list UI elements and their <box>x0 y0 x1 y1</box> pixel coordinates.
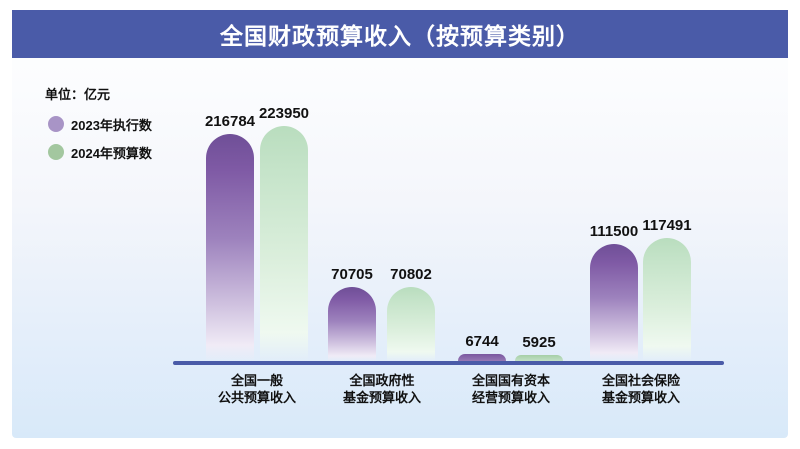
bar-group2-2023: 70705 <box>328 266 376 361</box>
bar-value-label: 70705 <box>331 266 373 283</box>
legend-dot-2023-icon <box>48 116 64 132</box>
legend-item-2023: 2023年执行数 <box>48 110 152 138</box>
bar-2024-state-capital <box>515 355 563 361</box>
category-label-line: 全国国有资本 <box>471 373 551 388</box>
bar-2024-general-budget <box>260 126 308 361</box>
chart-card: 全国财政预算收入（按预算类别） <box>12 10 788 438</box>
bar-group4-2023: 111500 <box>590 223 638 361</box>
category-label-government-funds: 全国政府性 基金预算收入 <box>343 372 421 406</box>
bar-2023-general-budget <box>206 134 254 361</box>
bar-group3-2023: 6744 <box>458 333 506 361</box>
legend-dot-2024-icon <box>48 144 64 160</box>
bar-2024-government-funds <box>387 287 435 361</box>
chart-legend: 2023年执行数 2024年预算数 <box>48 110 152 166</box>
legend-label-2024: 2024年预算数 <box>71 145 152 161</box>
title-banner: 全国财政预算收入（按预算类别） <box>12 10 788 58</box>
bar-value-label: 223950 <box>258 105 310 122</box>
unit-label: 单位：亿元 <box>45 87 111 102</box>
x-axis-line <box>173 361 724 365</box>
bar-group1-2024: 223950 <box>258 105 310 361</box>
bar-value-label: 5925 <box>522 334 556 351</box>
category-label-line: 基金预算收入 <box>342 390 422 405</box>
bar-value-label: 111500 <box>589 223 639 240</box>
bar-2024-social-insurance <box>643 238 691 361</box>
page-title: 全国财政预算收入（按预算类别） <box>220 23 580 49</box>
category-label-line: 公共预算收入 <box>217 390 297 405</box>
bar-value-label: 6744 <box>465 333 499 350</box>
category-label-state-capital: 全国国有资本 经营预算收入 <box>472 372 550 406</box>
bar-2023-state-capital <box>458 354 506 361</box>
category-label-line: 基金预算收入 <box>601 390 681 405</box>
legend-item-2024: 2024年预算数 <box>48 138 152 166</box>
bar-value-label: 216784 <box>204 113 256 130</box>
category-label-line: 全国社会保险 <box>601 373 681 388</box>
bar-2023-government-funds <box>328 287 376 361</box>
bar-group4-2024: 117491 <box>642 217 692 361</box>
bar-value-label: 70802 <box>390 266 432 283</box>
bar-group1-2023: 216784 <box>204 113 256 361</box>
category-label-line: 经营预算收入 <box>471 390 551 405</box>
bar-group3-2024: 5925 <box>515 334 563 361</box>
category-label-social-insurance: 全国社会保险 基金预算收入 <box>602 372 680 406</box>
category-label-line: 全国一般 <box>230 373 284 388</box>
category-label-line: 全国政府性 <box>349 373 415 388</box>
legend-label-2023: 2023年执行数 <box>71 117 152 133</box>
bar-group2-2024: 70802 <box>387 266 435 361</box>
category-label-general-budget: 全国一般 公共预算收入 <box>218 372 296 406</box>
bar-value-label: 117491 <box>642 217 692 234</box>
bar-2023-social-insurance <box>590 244 638 361</box>
